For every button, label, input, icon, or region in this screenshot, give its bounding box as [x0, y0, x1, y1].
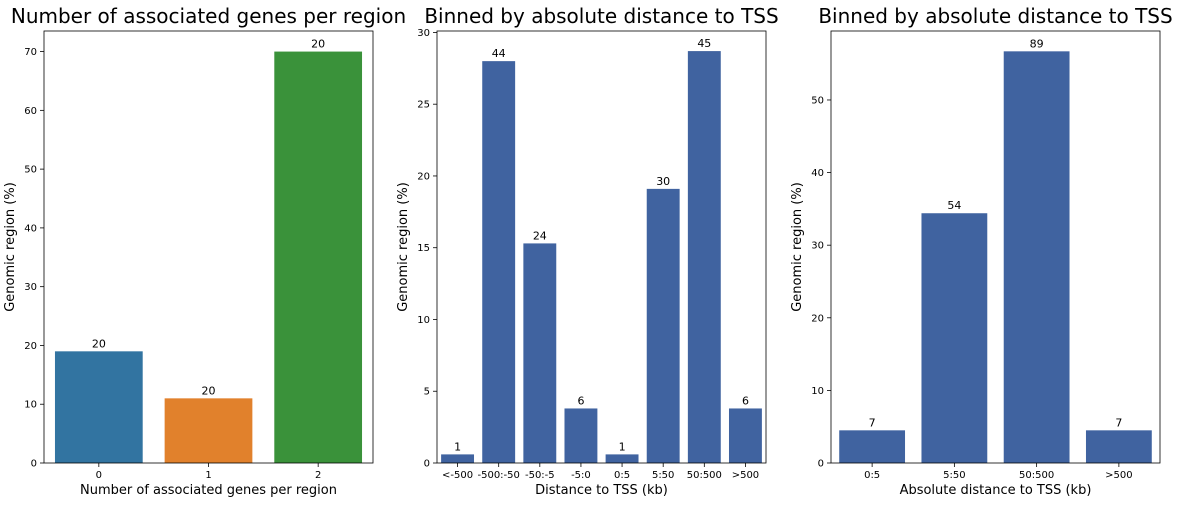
x-tick-label: >500	[1105, 470, 1132, 481]
y-tick-label: 50	[24, 165, 37, 176]
x-tick-label: 5:50	[943, 470, 965, 481]
data-label: 6	[577, 394, 584, 407]
bar-<-500	[441, 454, 475, 463]
bar--50:-5	[523, 243, 557, 463]
x-tick-label: >500	[732, 470, 759, 481]
bar-0	[54, 351, 143, 463]
data-label: 45	[697, 37, 711, 50]
y-tick-label: 20	[417, 171, 430, 182]
x-tick-label: 5:50	[652, 470, 674, 481]
y-tick-label: 30	[417, 28, 430, 39]
x-tick-label: 2	[315, 470, 321, 481]
data-label: 24	[533, 229, 547, 242]
bar--5:0	[564, 408, 598, 463]
y-axis-label: Genomic region (%)	[3, 182, 18, 312]
panel-2: 1 <-500 44 -500:-50 24 -50:-5 6 -5:0 1 0:5 30 5:50 4…	[396, 4, 779, 498]
x-axis-label: Absolute distance to TSS (kb)	[900, 483, 1092, 498]
y-tick-label: 20	[811, 313, 824, 324]
x-tick-label: 0:5	[864, 470, 880, 481]
bar-5:50	[921, 213, 988, 463]
x-tick-label: <-500	[442, 470, 473, 481]
panel-3: 7 0:5 54 5:50 89 50:500 7 >500 0 10 20 30 40 50 Binned…	[790, 4, 1173, 498]
y-tick-label: 20	[24, 341, 37, 352]
data-label: 20	[92, 337, 106, 350]
data-label: 1	[454, 440, 461, 453]
y-tick-label: 60	[24, 106, 37, 117]
data-label: 1	[619, 440, 626, 453]
plot-frame	[830, 30, 1161, 464]
x-tick-label: -500:-50	[477, 470, 519, 481]
chart-title: Binned by absolute distance to TSS	[424, 4, 778, 28]
bar-2	[274, 51, 363, 463]
data-label: 7	[1115, 416, 1122, 429]
y-tick-label: 30	[24, 282, 37, 293]
y-tick-label: 50	[811, 95, 824, 106]
bar->500	[1085, 430, 1152, 463]
y-tick-label: 40	[811, 168, 824, 179]
bar-50:500	[1003, 51, 1070, 464]
data-label: 20	[311, 38, 325, 51]
bar-1	[164, 398, 253, 463]
data-label: 30	[656, 175, 670, 188]
x-tick-label: -50:-5	[525, 470, 555, 481]
x-tick-label: -5:0	[571, 470, 591, 481]
data-label: 7	[869, 416, 876, 429]
y-tick-label: 0	[424, 459, 430, 470]
bar-0:5	[839, 430, 906, 463]
bar-0:5	[605, 454, 639, 463]
y-tick-label: 0	[818, 459, 824, 470]
plot-frame	[436, 30, 767, 464]
bar-5:50	[646, 188, 680, 463]
y-tick-label: 10	[417, 315, 430, 326]
data-label: 44	[492, 47, 506, 60]
x-tick-label: 0:5	[614, 470, 630, 481]
chart-title: Number of associated genes per region	[11, 4, 406, 28]
x-tick-label: 1	[205, 470, 211, 481]
y-tick-label: 30	[811, 241, 824, 252]
bar-50:500	[687, 51, 721, 464]
plot-frame	[43, 30, 374, 464]
x-axis-label: Number of associated genes per region	[80, 483, 337, 498]
data-label: 6	[742, 394, 749, 407]
y-axis-label: Genomic region (%)	[396, 182, 411, 312]
chart-title: Binned by absolute distance to TSS	[818, 4, 1172, 28]
y-tick-label: 70	[24, 47, 37, 58]
x-tick-label: 50:500	[1019, 470, 1054, 481]
x-tick-label: 0	[96, 470, 102, 481]
data-label: 20	[202, 384, 216, 397]
x-axis-label: Distance to TSS (kb)	[535, 483, 668, 498]
y-tick-label: 10	[24, 400, 37, 411]
bar--500:-50	[482, 61, 516, 464]
y-tick-label: 10	[811, 386, 824, 397]
data-label: 54	[947, 199, 961, 212]
y-tick-label: 25	[417, 100, 430, 111]
y-axis-label: Genomic region (%)	[790, 182, 805, 312]
data-label: 89	[1030, 37, 1044, 50]
y-tick-label: 15	[417, 243, 430, 254]
y-tick-label: 5	[424, 387, 430, 398]
x-tick-label: 50:500	[687, 470, 722, 481]
y-tick-label: 40	[24, 223, 37, 234]
y-tick-label: 0	[31, 459, 37, 470]
bar->500	[728, 408, 762, 463]
